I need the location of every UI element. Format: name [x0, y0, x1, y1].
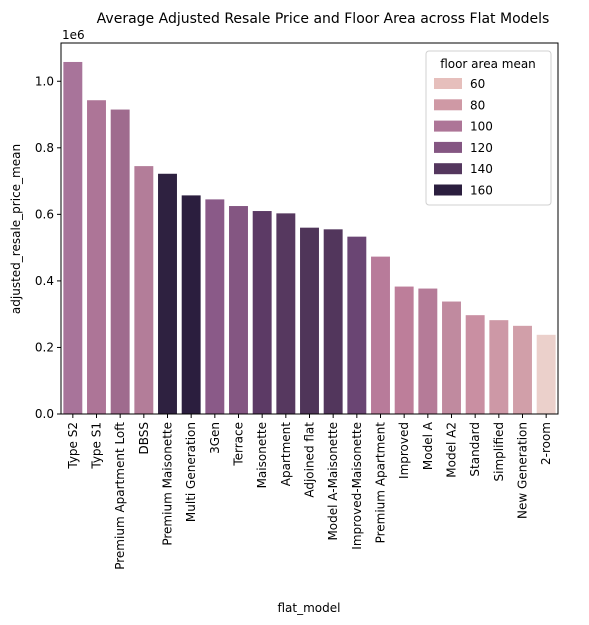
legend-label: 120 [470, 141, 493, 155]
legend-label: 100 [470, 120, 493, 134]
x-tick-label: Model A-Maisonette [326, 422, 340, 541]
bar [87, 100, 106, 414]
x-tick-label: Premium Apartment Loft [113, 422, 127, 570]
y-axis-offset-label: 1e6 [62, 28, 85, 42]
y-tick-label: 0.4 [35, 274, 54, 288]
bar [536, 334, 556, 414]
bar [110, 109, 130, 414]
bar [134, 166, 154, 414]
legend-swatch [434, 78, 462, 89]
legend-items: 60 80 100 120 140 160 [434, 77, 493, 198]
x-tick-label: Standard [468, 422, 482, 477]
bar [323, 229, 343, 414]
legend-title: floor area mean [440, 57, 536, 71]
bar [181, 195, 201, 414]
x-axis: Type S2 Type S1 Premium Apartment Loft DBSS… [66, 414, 553, 570]
bar [63, 61, 83, 415]
legend-label: 80 [470, 98, 485, 112]
x-tick-label: Improved-Maisonette [350, 422, 364, 550]
bar [205, 199, 225, 414]
y-tick-label: 1.0 [35, 74, 54, 88]
chart-title: Average Adjusted Resale Price and Floor … [97, 11, 550, 27]
y-tick-label: 0.2 [35, 340, 54, 354]
legend-swatch [434, 120, 462, 132]
bar [465, 315, 485, 414]
x-tick-label: 3Gen [208, 422, 222, 454]
x-tick-label: Multi Generation [184, 422, 198, 522]
legend-swatch [434, 184, 462, 196]
x-tick-label: Apartment [279, 422, 293, 486]
y-tick-label: 0.8 [35, 141, 54, 155]
x-tick-label: 2-room [539, 422, 553, 465]
x-tick-label: New Generation [516, 422, 530, 519]
legend-label: 60 [470, 77, 485, 91]
x-tick-label: Premium Apartment [374, 422, 388, 544]
bar [276, 213, 296, 414]
legend-label: 140 [470, 162, 493, 176]
plot-frame [60, 42, 559, 415]
legend-swatch [434, 99, 462, 111]
bar [418, 288, 438, 414]
bar [300, 227, 319, 414]
legend-swatch [434, 163, 462, 175]
bars-group [63, 61, 556, 415]
y-tick-label: 0.0 [35, 407, 54, 421]
bar [513, 325, 532, 414]
legend: floor area mean 60 80 100 120 140 160 [425, 50, 552, 206]
x-tick-label: Simplified [492, 422, 506, 481]
bar [229, 206, 248, 414]
bar [347, 236, 367, 414]
x-tick-label: Premium Maisonette [161, 422, 175, 546]
x-tick-label: Type S1 [90, 422, 104, 470]
x-tick-label: Terrace [232, 422, 246, 467]
bar [252, 211, 272, 414]
x-tick-label: Maisonette [255, 422, 269, 488]
x-axis-label: flat_model [278, 601, 341, 615]
y-axis-label: adjusted_resale_price_mean [9, 144, 23, 314]
x-tick-label: Model A2 [445, 422, 459, 478]
bar [442, 301, 461, 414]
bar [371, 256, 390, 414]
y-axis: 0.0 0.2 0.4 0.6 0.8 1.0 [35, 74, 61, 421]
x-tick-label: Adjoined flat [303, 422, 317, 498]
x-tick-label: Improved [397, 422, 411, 479]
x-tick-label: Model A [421, 421, 435, 470]
bar [489, 320, 509, 414]
bar [394, 286, 414, 414]
bar [158, 173, 177, 414]
y-tick-label: 0.6 [35, 207, 54, 221]
x-tick-label: Type S2 [66, 422, 80, 470]
x-tick-label: DBSS [137, 422, 151, 455]
legend-label: 160 [470, 184, 493, 198]
legend-swatch [434, 141, 462, 153]
